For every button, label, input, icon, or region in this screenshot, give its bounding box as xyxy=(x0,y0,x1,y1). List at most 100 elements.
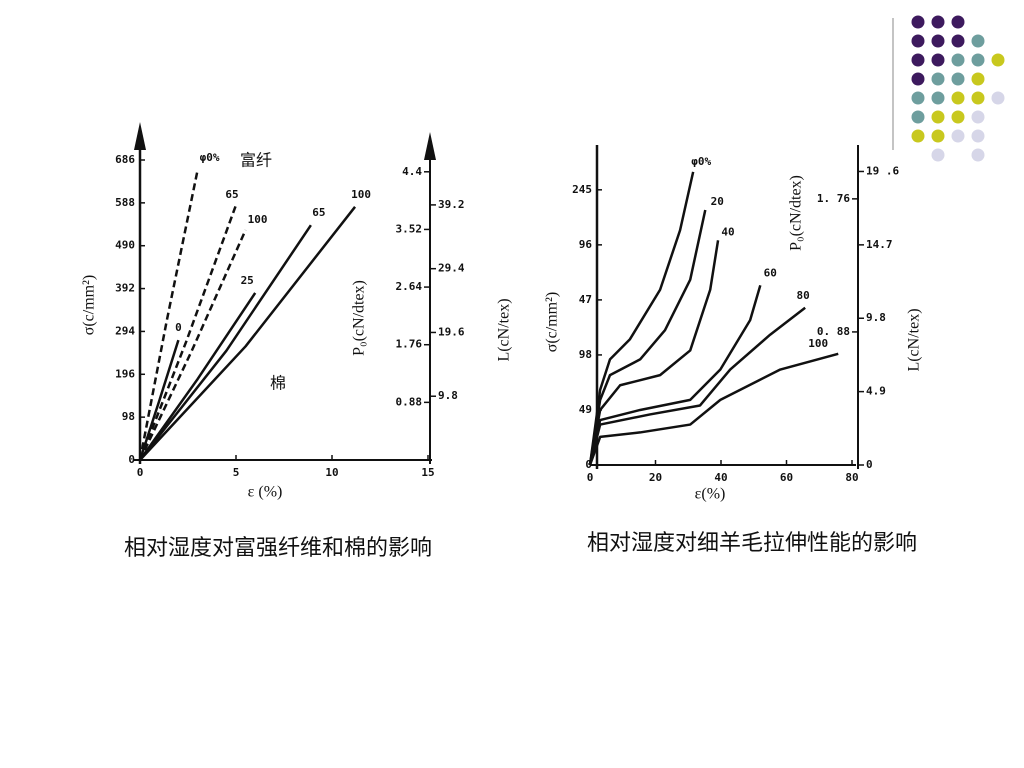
tick-label: 294 xyxy=(115,324,135,337)
dot xyxy=(951,110,965,124)
tick-label: 14.7 xyxy=(866,238,893,251)
series-line xyxy=(588,171,695,466)
chart-title: 相对湿度对富强纤维和棉的影响 xyxy=(124,535,432,560)
tick-label: 0.88 xyxy=(396,395,423,408)
tick-label: 392 xyxy=(115,282,135,295)
y3-axis-label: L(cN/tex) xyxy=(496,298,513,361)
dot xyxy=(931,34,945,48)
y3-axis-label: L(cN/tex) xyxy=(906,308,923,371)
annotation: 富纤 xyxy=(240,152,272,170)
series-line xyxy=(588,352,839,466)
tick-label: 19 .6 xyxy=(866,164,899,177)
series-line xyxy=(138,204,238,461)
y-axis-label: σ(c/mm²) xyxy=(544,292,561,353)
dot xyxy=(911,91,925,105)
dot xyxy=(911,72,925,86)
tick-label: 20 xyxy=(649,471,662,484)
dot xyxy=(951,34,965,48)
axis-arrow xyxy=(424,132,436,160)
tick-label: 40 xyxy=(714,471,727,484)
series-line xyxy=(138,292,257,461)
tick-label: 9.8 xyxy=(866,311,886,324)
tick-label: 588 xyxy=(115,196,135,209)
series-line xyxy=(588,209,707,466)
tick-label: 0 xyxy=(866,458,873,471)
tick-label: 98 xyxy=(579,348,592,361)
series-label: 65 xyxy=(225,188,238,201)
dot xyxy=(971,91,985,105)
dot xyxy=(931,110,945,124)
dot xyxy=(971,72,985,86)
dot xyxy=(931,129,945,143)
dot xyxy=(911,110,925,124)
series-line xyxy=(138,339,180,461)
annotation: 棉 xyxy=(270,375,286,393)
series-label: φ0% xyxy=(691,155,711,168)
series-line xyxy=(139,206,357,461)
tick-label: 10 xyxy=(325,466,338,479)
series-label: 80 xyxy=(797,289,810,302)
dot xyxy=(971,129,985,143)
tick-label: 49 xyxy=(579,403,592,416)
tick-label: 490 xyxy=(115,239,135,252)
series-line xyxy=(588,284,762,466)
axis-arrow xyxy=(134,122,146,150)
y2-axis-label: P₀(cN/dtex) xyxy=(351,280,368,356)
x-axis-label: ε(%) xyxy=(695,486,726,503)
tick-label: 0. 88 xyxy=(817,325,850,338)
tick-label: 96 xyxy=(579,238,593,251)
dot xyxy=(931,148,945,162)
dot xyxy=(971,53,985,67)
series-line xyxy=(138,229,247,461)
tick-label: 1.76 xyxy=(396,338,423,351)
series-label: 100 xyxy=(351,188,371,201)
y-axis-label: σ(c/mm²) xyxy=(81,275,98,336)
tick-label: 9.8 xyxy=(438,389,458,402)
dot xyxy=(991,91,1005,105)
series-label: 60 xyxy=(764,266,777,279)
series-label: φ0% xyxy=(200,151,220,164)
dot xyxy=(931,72,945,86)
dot xyxy=(951,53,965,67)
tick-label: 60 xyxy=(780,471,793,484)
tick-label: 1. 76 xyxy=(817,192,850,205)
series-label: 20 xyxy=(711,195,724,208)
tick-label: 0 xyxy=(587,471,594,484)
dot xyxy=(911,129,925,143)
tick-label: 196 xyxy=(115,367,135,380)
dot xyxy=(911,15,925,29)
tick-label: 2.64 xyxy=(396,280,423,293)
tick-label: 15 xyxy=(421,466,434,479)
dot xyxy=(951,15,965,29)
tick-label: 80 xyxy=(845,471,858,484)
decoration-dots xyxy=(911,15,1005,162)
series-label: 0 xyxy=(175,321,182,334)
dot xyxy=(931,15,945,29)
tick-label: 686 xyxy=(115,153,135,166)
series-line xyxy=(138,169,199,461)
series-label: 65 xyxy=(312,206,325,219)
tick-label: 39.2 xyxy=(438,198,465,211)
series-label: 25 xyxy=(241,274,254,287)
tick-label: 245 xyxy=(572,183,592,196)
tick-label: 98 xyxy=(122,410,135,423)
tick-label: 4.9 xyxy=(866,385,886,398)
tick-label: 19.6 xyxy=(438,325,465,338)
series-line xyxy=(588,306,806,466)
dot xyxy=(931,53,945,67)
dot xyxy=(911,34,925,48)
tick-label: 0 xyxy=(137,466,144,479)
series-line xyxy=(588,240,720,466)
chart-title: 相对湿度对细羊毛拉伸性能的影响 xyxy=(587,530,917,555)
x-axis-label: ε (%) xyxy=(248,484,283,501)
tick-label: 29.4 xyxy=(438,262,465,275)
dot xyxy=(971,110,985,124)
dot xyxy=(951,91,965,105)
y2-axis-label: P₀(cN/dtex) xyxy=(788,175,805,251)
tick-label: 3.52 xyxy=(396,222,423,235)
tick-label: 5 xyxy=(233,466,240,479)
dot xyxy=(971,148,985,162)
tick-label: 0 xyxy=(128,453,135,466)
dot xyxy=(931,91,945,105)
